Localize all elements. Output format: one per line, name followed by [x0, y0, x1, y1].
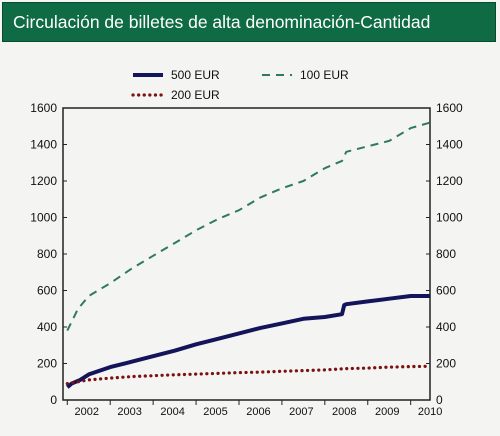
y-tick-label-left: 200	[37, 357, 57, 371]
y-tick-label-left: 1200	[30, 174, 57, 188]
series-lines	[65, 121, 432, 389]
y-axis-right: 0 200 400 600 800 1000 1200 1400 1600	[426, 101, 463, 407]
x-tick-label: 2002	[75, 406, 99, 418]
series-line-500-eur	[66, 294, 430, 389]
y-tick-label-right: 800	[436, 247, 456, 261]
y-tick-label-right: 200	[436, 357, 456, 371]
x-tick-label: 2009	[375, 406, 399, 418]
y-tick-label-left: 1400	[30, 138, 57, 152]
x-tick-label: 2004	[160, 406, 184, 418]
y-tick-label-left: 400	[37, 320, 57, 334]
y-tick-label-left: 600	[37, 284, 57, 298]
chart-title: Circulación de billetes de alta denomina…	[13, 12, 431, 32]
x-tick-label: 2003	[117, 406, 141, 418]
y-tick-label-right: 1200	[436, 174, 463, 188]
x-tick-label: 2005	[203, 406, 227, 418]
legend-label-200-eur: 200 EUR	[171, 88, 220, 102]
series-line-200-eur	[65, 364, 432, 386]
x-tick-label: 2010	[418, 406, 442, 418]
y-axis-left: 0 200 400 600 800 1000 1200 1400 1600	[30, 101, 67, 407]
y-tick-label-left: 1000	[30, 211, 57, 225]
y-tick-label-right: 1000	[436, 211, 463, 225]
y-tick-label-right: 1600	[436, 101, 463, 115]
y-tick-label-right: 400	[436, 320, 456, 334]
chart-title-bar: Circulación de billetes de alta denomina…	[2, 2, 496, 42]
legend-label-100-eur: 100 EUR	[300, 68, 349, 82]
plot-area	[62, 107, 431, 401]
x-axis: 2002 2003 2004 2005 2006 2007 2008 2009 2010	[66, 400, 442, 418]
y-tick-label-right: 600	[436, 284, 456, 298]
x-tick-label: 2007	[289, 406, 313, 418]
legend-label-500-eur: 500 EUR	[171, 68, 220, 82]
x-tick-label: 2008	[332, 406, 356, 418]
y-tick-label-right: 1400	[436, 138, 463, 152]
x-tick-label: 2006	[246, 406, 270, 418]
chart-legend: 500 EUR 100 EUR 200 EUR	[131, 68, 349, 102]
y-tick-label-right: 0	[436, 393, 443, 407]
y-tick-label-left: 0	[50, 393, 57, 407]
series-line-100-eur	[66, 121, 431, 332]
y-tick-label-left: 1600	[30, 101, 57, 115]
y-tick-label-left: 800	[37, 247, 57, 261]
